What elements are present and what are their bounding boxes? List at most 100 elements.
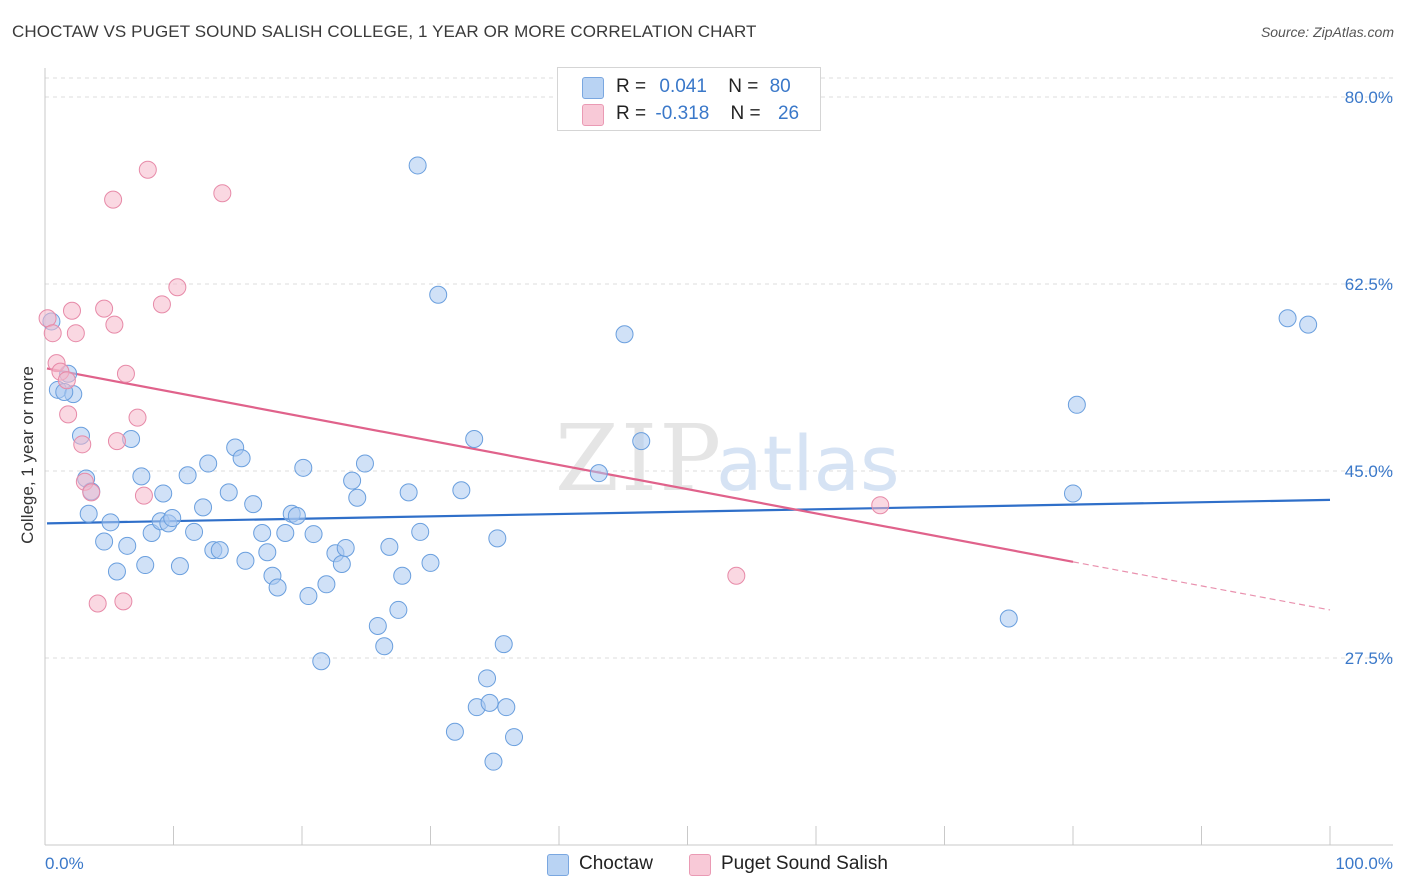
y-tick-label: 45.0% bbox=[1345, 462, 1393, 481]
choctaw-trend-line bbox=[46, 498, 1331, 525]
zipatlas-watermark: ZIP atlas bbox=[555, 405, 900, 512]
choctaw-point bbox=[317, 575, 336, 594]
choctaw-point bbox=[210, 541, 229, 560]
choctaw-point bbox=[615, 325, 634, 344]
choctaw-point bbox=[332, 554, 351, 573]
choctaw-point bbox=[1064, 484, 1082, 503]
choctaw-point bbox=[219, 483, 238, 502]
salish-point bbox=[116, 364, 135, 383]
salish-point bbox=[213, 184, 232, 203]
choctaw-point bbox=[154, 484, 173, 503]
choctaw-point bbox=[1278, 309, 1297, 328]
choctaw-point bbox=[170, 557, 189, 576]
legend-r-value: 0.041 bbox=[659, 76, 707, 97]
choctaw-point bbox=[136, 556, 155, 575]
choctaw-point bbox=[276, 524, 295, 542]
series-name: Puget Sound Salish bbox=[721, 853, 888, 874]
legend-r-label: R = bbox=[616, 103, 647, 124]
choctaw-point bbox=[101, 513, 120, 532]
choctaw-point bbox=[163, 509, 182, 528]
grid-lines bbox=[45, 77, 1393, 659]
watermark-atlas: atlas bbox=[716, 419, 900, 508]
choctaw-point bbox=[408, 156, 427, 175]
choctaw-point bbox=[1067, 395, 1086, 414]
salish-point bbox=[73, 435, 92, 454]
choctaw-point bbox=[244, 495, 263, 514]
salish-point bbox=[152, 295, 171, 314]
series-name: Choctaw bbox=[579, 853, 653, 874]
choctaw-point bbox=[505, 728, 524, 747]
choctaw-point bbox=[304, 525, 323, 544]
legend-n-label: N = bbox=[730, 103, 761, 124]
choctaw-point bbox=[399, 483, 418, 502]
legend-r-value: -0.318 bbox=[655, 103, 710, 124]
choctaw-point bbox=[294, 458, 313, 477]
salish-point bbox=[88, 594, 107, 613]
salish-point bbox=[134, 486, 153, 505]
salish-point bbox=[105, 315, 124, 334]
choctaw-point bbox=[107, 562, 126, 581]
salish-trend-line bbox=[46, 367, 1074, 563]
choctaw-point bbox=[380, 537, 399, 556]
salish-point bbox=[66, 324, 85, 343]
y-tick-label: 80.0% bbox=[1345, 88, 1393, 107]
choctaw-point bbox=[429, 285, 448, 304]
choctaw-point bbox=[452, 481, 471, 500]
choctaw-point bbox=[236, 551, 255, 570]
choctaw-point bbox=[79, 504, 98, 523]
y-tick-label: 27.5% bbox=[1345, 649, 1393, 668]
choctaw-point bbox=[343, 471, 362, 490]
choctaw-point bbox=[95, 532, 114, 551]
x-tick-label: 100.0% bbox=[1335, 854, 1393, 873]
legend-n-label: N = bbox=[728, 76, 759, 97]
choctaw-point bbox=[393, 566, 412, 585]
choctaw-point bbox=[232, 449, 251, 468]
salish-trend-extension bbox=[1072, 561, 1331, 611]
salish-point bbox=[59, 405, 78, 424]
choctaw-point bbox=[355, 454, 374, 473]
choctaw-point bbox=[268, 578, 287, 597]
y-tick-labels: 27.5% 45.0% 62.5% 80.0% bbox=[1345, 88, 1393, 668]
salish-point bbox=[138, 160, 157, 179]
choctaw-point bbox=[494, 635, 513, 654]
choctaw-point bbox=[258, 543, 277, 562]
choctaw-point bbox=[299, 587, 318, 606]
legend-n-value: 80 bbox=[769, 76, 791, 97]
choctaw-swatch bbox=[582, 77, 604, 99]
salish-point bbox=[38, 309, 57, 328]
salish-point bbox=[128, 408, 147, 427]
choctaw-point bbox=[480, 693, 499, 712]
choctaw-point bbox=[999, 609, 1018, 628]
choctaw-point bbox=[632, 432, 651, 451]
choctaw-point bbox=[375, 637, 394, 656]
choctaw-point bbox=[118, 536, 137, 555]
legend-r-label: R = bbox=[616, 76, 647, 97]
salish-point bbox=[57, 371, 76, 390]
choctaw-point bbox=[199, 454, 218, 473]
salish-point bbox=[727, 566, 746, 585]
chart-title: CHOCTAW VS PUGET SOUND SALISH COLLEGE, 1… bbox=[12, 22, 757, 41]
salish-point bbox=[871, 496, 890, 515]
choctaw-point bbox=[389, 600, 408, 619]
salish-swatch bbox=[689, 854, 711, 876]
x-tick-labels: 0.0% 100.0% bbox=[45, 854, 1393, 873]
y-tick-label: 62.5% bbox=[1345, 275, 1393, 294]
choctaw-point bbox=[465, 429, 484, 448]
salish-swatch bbox=[582, 104, 604, 126]
choctaw-point bbox=[185, 522, 204, 541]
choctaw-point bbox=[253, 524, 272, 542]
y-axis-label: College, 1 year or more bbox=[18, 366, 37, 544]
chart-source: Source: ZipAtlas.com bbox=[1260, 24, 1394, 40]
salish-point bbox=[43, 324, 62, 343]
choctaw-point bbox=[368, 616, 387, 635]
trend-lines bbox=[46, 367, 1331, 611]
choctaw-point bbox=[132, 467, 151, 486]
choctaw-point bbox=[312, 652, 331, 671]
axes bbox=[44, 68, 1393, 846]
choctaw-swatch bbox=[547, 854, 569, 876]
salish-point bbox=[107, 432, 126, 451]
choctaw-point bbox=[336, 538, 355, 557]
x-tick-label: 0.0% bbox=[45, 854, 84, 873]
salish-point bbox=[114, 592, 133, 611]
choctaw-point bbox=[488, 529, 507, 548]
